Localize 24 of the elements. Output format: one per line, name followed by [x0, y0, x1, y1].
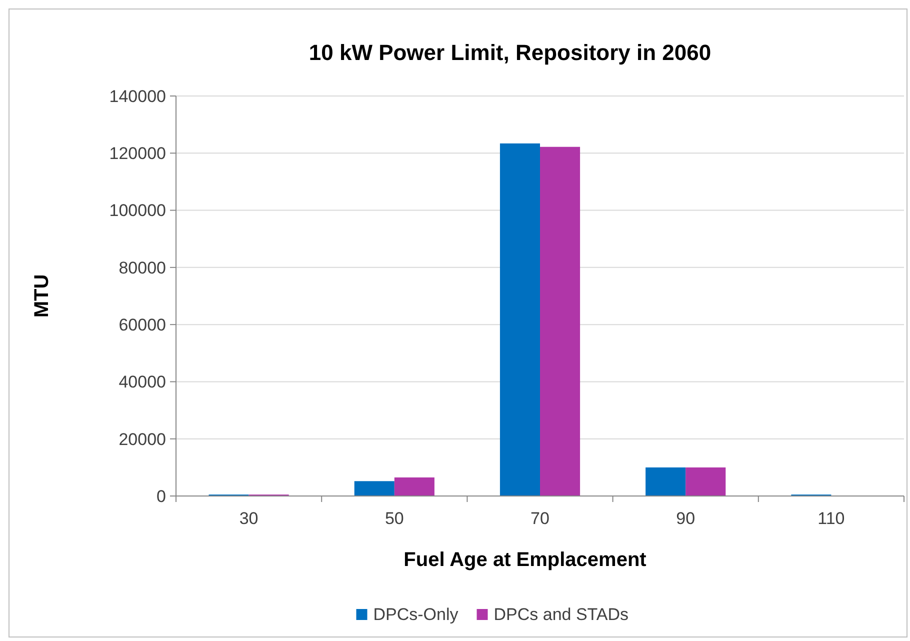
y-tick-label: 40000: [118, 372, 166, 392]
chart-title: 10 kW Power Limit, Repository in 2060: [308, 40, 712, 65]
x-axis-title: Fuel Age at Emplacement: [404, 549, 647, 571]
x-tick-label: 90: [676, 509, 696, 528]
y-tick-label: 60000: [118, 316, 166, 335]
bar: [500, 143, 540, 496]
bar: [354, 481, 394, 496]
bar: [394, 477, 434, 496]
x-tick-label: 70: [530, 509, 550, 528]
bar: [686, 467, 726, 496]
y-axis-title: MTU: [31, 274, 53, 318]
bar: [646, 467, 686, 496]
y-tick-label: 100000: [109, 201, 166, 220]
bar: [540, 146, 580, 496]
y-tick-label: 140000: [109, 86, 166, 106]
y-tick-label: 0: [156, 486, 166, 506]
y-tick-label: 80000: [118, 258, 166, 278]
legend-label: DPCs and STADs: [494, 605, 629, 624]
x-tick-label: 110: [818, 509, 845, 528]
y-tick-label: 20000: [118, 430, 166, 449]
x-tick-label: 50: [384, 509, 404, 528]
x-tick-label: 30: [239, 509, 258, 528]
legend-label: DPCs-Only: [373, 605, 459, 624]
y-tick-label: 120000: [109, 144, 166, 164]
